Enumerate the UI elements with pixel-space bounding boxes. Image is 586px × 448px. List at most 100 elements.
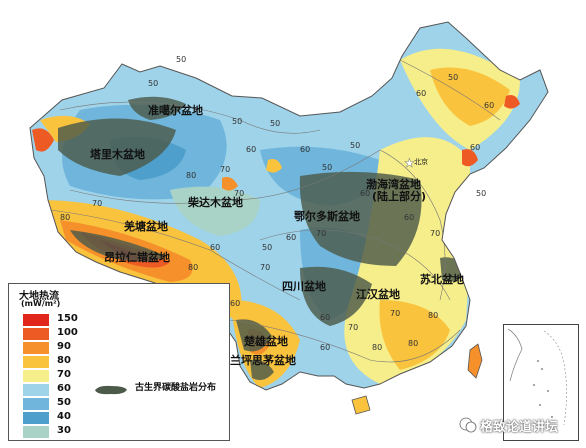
basin-label-qiangtang: 羌塘盆地 [124,219,168,233]
basin-label-lanping-simao: 兰坪思茅盆地 [230,353,296,367]
basin-label-sichuan: 四川盆地 [282,279,326,293]
carbonate-ngari [70,230,166,262]
capital-marker: ★ 北京 [404,156,428,170]
zone-changbai-hot [504,95,520,109]
island-hainan [351,395,371,415]
carbonate-tarim [58,118,176,176]
legend-class: 70 [23,369,113,382]
legend-class: 40 [23,411,113,424]
legend-swatch [23,342,49,354]
contour-value-label: 70 [316,229,326,238]
contour-value-label: 60 [230,299,240,308]
contour-value-label: 70 [92,199,102,208]
contour-value-label: 50 [476,189,486,198]
legend-value: 150 [57,313,78,324]
contour-value-label: 70 [220,165,230,174]
legend-value: 80 [57,355,71,366]
legend-value: 50 [57,397,71,408]
wechat-icon [459,417,477,433]
legend-class: 50 [23,397,113,410]
contour-value-label: 80 [428,311,438,320]
zone-liaodong-hot [462,149,478,167]
contour-line [229,319,461,363]
contour-value-label: 60 [484,101,494,110]
contour-value-label: 50 [262,243,272,252]
basin-label-tarim: 塔里木盆地 [90,147,145,161]
heat-flow-zones [32,48,520,388]
carbonate-ordos-northchina [299,171,422,266]
contour-value-label: 80 [372,343,382,352]
contour-value-label: 50 [270,119,280,128]
carbonate-chuxiong [236,319,272,352]
legend-value: 70 [57,369,71,380]
basin-label-jianghan: 江汉盆地 [356,287,400,301]
contour-value-label: 60 [320,313,330,322]
legend-class: 150 [23,313,113,326]
carbonate-rock-zones [58,96,466,380]
contour-value-label: 70 [260,263,270,272]
legend-swatch [23,426,49,438]
legend-value: 100 [57,327,78,338]
contour-line [379,149,446,301]
carbonate-lanping [250,359,274,380]
south-china-sea-inset [503,324,579,441]
legend-unit: (mW/m²) [21,299,61,308]
zone-qaidam-cool [170,186,260,236]
legend-swatch [23,412,49,424]
map-legend: 大地热流 (mW/m²) 150 100 90 80 70 60 50 40 30 古生界碳酸盐… [8,283,230,441]
contour-value-label: 60 [416,89,426,98]
zone-hexi-warm [266,159,282,173]
contour-value-label: 80 [60,213,70,222]
zone-southeast-warm [379,300,450,370]
contour-value-label: 60 [360,189,370,198]
legend-value: 90 [57,341,71,352]
legend-title: 大地热流 [19,291,59,302]
contour-value-label: 50 [322,163,332,172]
capital-label: 北京 [414,157,428,166]
legend-value: 40 [57,411,71,422]
basin-label-subei: 苏北盆地 [420,272,464,286]
contour-value-label: 50 [448,73,458,82]
contour-value-label: 70 [348,323,358,332]
legend-value: 60 [57,383,71,394]
contour-lines [49,59,501,363]
zone-northeast-hot [430,67,510,126]
contour-line [399,59,501,121]
legend-swatch [23,384,49,396]
basin-label-junggar: 准噶尔盆地 [148,103,203,117]
contour-value-label: 60 [286,233,296,242]
contour-value-label: 50 [176,55,186,64]
contour-line [49,209,301,301]
carbonate-label: 古生界碳酸盐岩分布 [135,383,217,393]
contour-value-label: 50 [350,141,360,150]
zone-far-west-hot [32,128,54,152]
contour-value-label: 80 [408,339,418,348]
basin-labels: 准噶尔盆地 塔里木盆地 柴达木盆地 羌塘盆地 昂拉仁错盆地 鄂尔多斯盆地 渤海湾… [90,103,464,367]
contour-value-label: 50 [232,117,242,126]
legend-swatch [23,328,49,340]
legend-swatch [23,398,49,410]
carbonate-junggar [128,96,186,120]
basin-label-ordos: 鄂尔多斯盆地 [294,209,360,223]
contour-line [59,101,321,134]
basin-label-qaidam: 柴达木盆地 [187,195,243,209]
contour-value-label: 60 [320,343,330,352]
star-icon: ★ [404,156,415,170]
watermark: 格致论道讲坛 [458,414,582,436]
legend-swatch [23,314,49,326]
carbonate-sichuan [300,266,372,326]
legend-class: 90 [23,341,113,354]
legend-class: 100 [23,327,113,340]
watermark-text: 格致论道讲坛 [480,420,559,435]
contour-value-label: 60 [210,243,220,252]
contour-value-label: 80 [188,263,198,272]
contour-value-label: 80 [186,171,196,180]
basin-label-bohai-bay-sub: (陆上部分) [372,189,426,203]
contour-value-label: 70 [390,309,400,318]
contour-value-label: 70 [234,189,244,198]
legend-swatch [23,370,49,382]
legend-class: 80 [23,355,113,368]
zone-qilian-hot [222,177,238,191]
basin-label-bohai-bay: 渤海湾盆地 [366,177,421,191]
contour-value-label: 60 [300,145,310,154]
